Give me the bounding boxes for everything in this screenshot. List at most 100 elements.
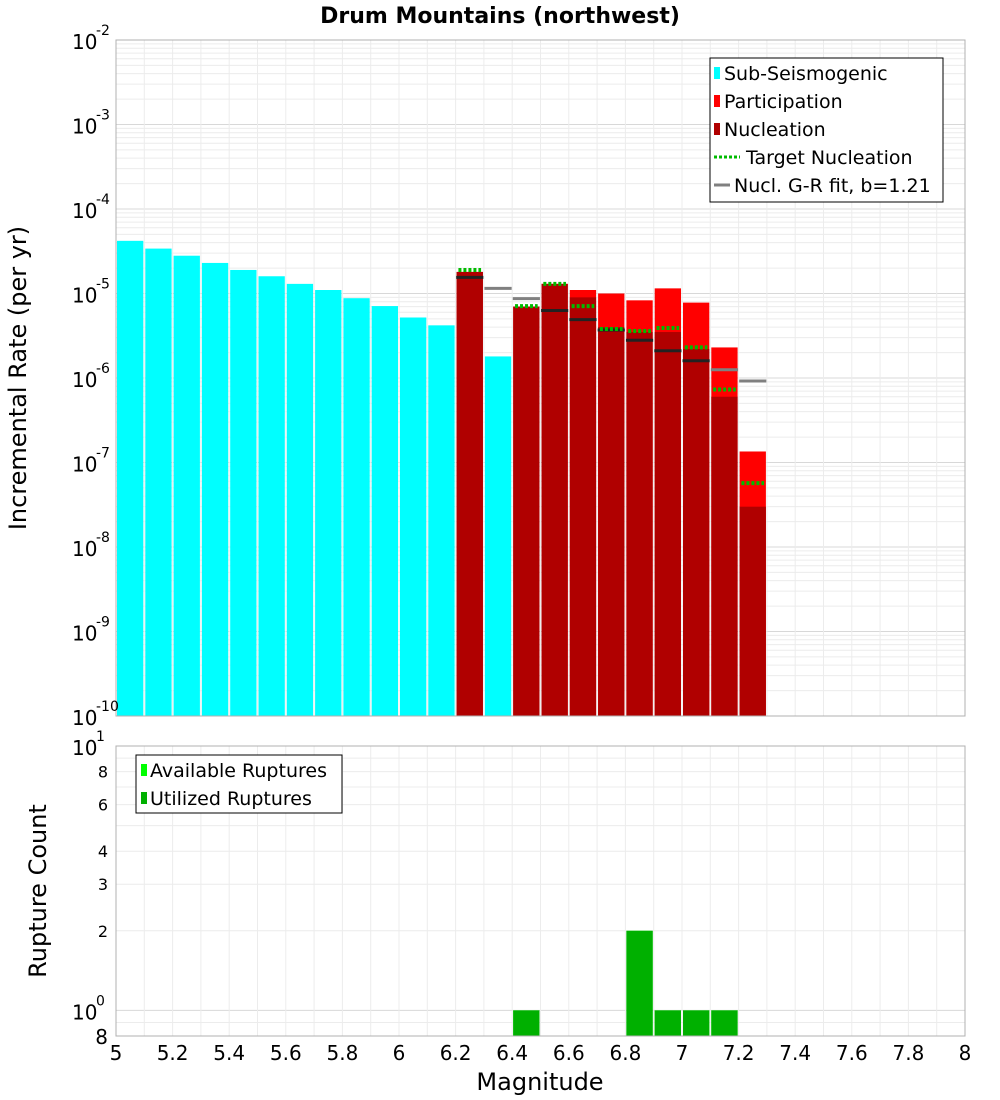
bottom-y-minor-tick-label: 4	[98, 842, 108, 861]
incremental-rate-panel: 10-210-310-410-510-610-710-810-910-10 In…	[4, 23, 966, 730]
x-tick-label: 5.8	[326, 1041, 358, 1065]
bottom-y-major-tick-label: 10	[72, 1000, 97, 1024]
bottom-y-major-tick-label: 10	[72, 736, 97, 760]
top-legend-box	[709, 57, 944, 203]
bar-sub-seismogenic	[258, 276, 285, 716]
bar-nucleation	[654, 332, 681, 716]
legend-label-participation: Participation	[724, 91, 843, 113]
x-tick-label: 8	[959, 1041, 972, 1065]
chart-title: Drum Mountains (northwest)	[320, 4, 680, 29]
x-tick-labels: 5 5.2 5.4 5.6 5.8 6 6.2 6.4 6.6 6.8 7 7.2 7.4 7.6 7.8 8	[110, 1041, 972, 1065]
top-y-tick-exponent: -5	[96, 277, 110, 293]
bottom-legend: Available Ruptures Utilized Ruptures	[135, 754, 343, 814]
top-y-tick-exponent: -3	[96, 108, 110, 124]
bar-nucleation	[569, 297, 597, 716]
top-y-tick-label: 10	[72, 199, 97, 223]
bar-nucleation	[711, 396, 738, 716]
top-y-tick-label: 10	[72, 622, 97, 646]
top-y-tick-label: 10	[72, 537, 97, 561]
bar-utilized-ruptures	[711, 1010, 738, 1036]
x-tick-label: 7.2	[723, 1041, 755, 1065]
bar-sub-seismogenic	[484, 356, 512, 716]
top-plot-border	[115, 39, 966, 717]
x-tick-label: 6.2	[440, 1041, 472, 1065]
bar-sub-seismogenic	[117, 240, 144, 716]
top-y-tick-exponent: -2	[96, 23, 110, 39]
x-tick-label: 5	[110, 1041, 123, 1065]
legend-label-gr-fit: Nucl. G-R fit, b=1.21	[734, 175, 931, 197]
top-y-tick-exponent: -8	[96, 530, 110, 546]
top-y-tick-label: 10	[72, 453, 97, 477]
top-y-tick-exponent: -4	[96, 192, 110, 208]
x-tick-label: 7	[676, 1041, 689, 1065]
bar-utilized-ruptures	[626, 930, 653, 1036]
bottom-y-minor-tick-label: 8	[95, 1025, 108, 1049]
top-bars	[117, 240, 766, 716]
bar-sub-seismogenic	[230, 269, 257, 716]
x-tick-label: 6.8	[609, 1041, 641, 1065]
bar-sub-seismogenic	[400, 317, 427, 716]
x-tick-label: 7.6	[836, 1041, 868, 1065]
bar-nucleation	[626, 332, 653, 716]
x-tick-label: 6	[393, 1041, 406, 1065]
bottom-bars	[513, 930, 738, 1036]
top-fit-lines	[456, 267, 767, 486]
legend-label-utilized-ruptures: Utilized Ruptures	[150, 788, 312, 810]
bar-utilized-ruptures	[654, 1010, 681, 1036]
legend-label-nucleation: Nucleation	[724, 119, 826, 141]
x-tick-label: 7.4	[779, 1041, 811, 1065]
top-y-tick-exponent: -6	[96, 361, 110, 377]
bottom-y-minor-tick-label: 3	[98, 875, 108, 894]
legend-label-sub-seismogenic: Sub-Seismogenic	[724, 63, 888, 85]
top-y-tick-label: 10	[72, 284, 97, 308]
bar-utilized-ruptures	[513, 1010, 540, 1036]
bar-nucleation	[541, 283, 568, 716]
bottom-plot-border	[115, 745, 966, 1037]
bar-nucleation	[739, 506, 766, 716]
bar-sub-seismogenic	[286, 283, 314, 716]
bottom-y-major-tick-exponent: 1	[96, 729, 105, 745]
bar-nucleation	[513, 306, 540, 716]
x-tick-label: 6.6	[553, 1041, 585, 1065]
legend-swatch-sub-seismogenic	[714, 67, 720, 79]
x-tick-label: 5.4	[213, 1041, 245, 1065]
x-tick-label: 7.8	[892, 1041, 924, 1065]
x-tick-label: 5.6	[270, 1041, 302, 1065]
top-y-tick-label: 10	[72, 706, 97, 730]
top-y-tick-label: 10	[72, 115, 97, 139]
x-tick-label: 6.4	[496, 1041, 528, 1065]
bar-nucleation	[456, 271, 483, 716]
bar-utilized-ruptures	[683, 1010, 710, 1036]
x-axis-label: Magnitude	[476, 1068, 603, 1096]
legend-swatch-participation	[714, 95, 720, 107]
bar-sub-seismogenic	[428, 325, 455, 716]
bottom-y-major-tick-exponent: 0	[96, 993, 105, 1009]
bar-sub-seismogenic	[315, 290, 342, 716]
legend-label-available-ruptures: Available Ruptures	[150, 760, 327, 782]
legend-swatch-available-ruptures	[141, 764, 147, 776]
bar-nucleation	[683, 349, 710, 716]
bottom-y-minor-tick-label: 6	[98, 796, 108, 815]
bar-sub-seismogenic	[173, 255, 200, 716]
bottom-y-axis-label: Rupture Count	[24, 804, 52, 978]
legend-swatch-nucleation	[714, 123, 720, 135]
top-y-tick-label: 10	[72, 30, 97, 54]
top-y-tick-exponent: -9	[96, 615, 110, 631]
top-y-tick-exponent: -7	[96, 446, 110, 462]
top-y-tick-labels: 10-210-310-410-510-610-710-810-910-10	[72, 23, 119, 730]
bar-sub-seismogenic	[371, 306, 398, 716]
legend-label-target-nucleation: Target Nucleation	[745, 147, 913, 169]
bar-sub-seismogenic	[343, 298, 370, 716]
x-tick-label: 5.2	[157, 1041, 189, 1065]
bottom-y-minor-tick-label: 2	[98, 922, 108, 941]
bottom-y-minor-tick-label: 8	[98, 763, 108, 782]
bar-sub-seismogenic	[145, 248, 172, 716]
bottom-legend-box	[135, 754, 343, 814]
bar-sub-seismogenic	[201, 262, 229, 716]
top-y-tick-label: 10	[72, 368, 97, 392]
top-legend: Sub-Seismogenic Participation Nucleation…	[709, 57, 944, 203]
bar-nucleation	[598, 327, 625, 716]
